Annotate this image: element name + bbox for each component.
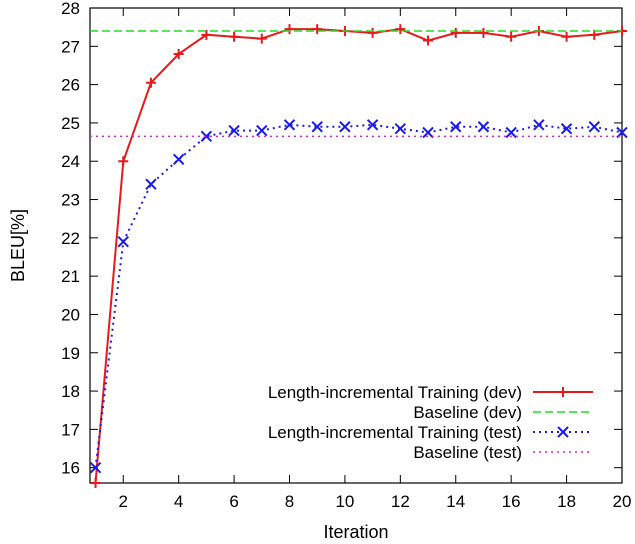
y-tick-label: 28 [61,0,80,18]
data-point-marker [117,235,129,248]
x-tick-label: 2 [119,492,128,511]
y-tick-label: 19 [61,344,80,363]
y-tick-label: 27 [61,37,80,56]
y-tick-label: 17 [61,420,80,439]
x-tick-label: 10 [335,492,354,511]
legend-label: Baseline (dev) [413,403,522,422]
y-tick-label: 16 [61,459,80,478]
data-point-marker [173,48,184,59]
legend-label: Length-incremental Training (test) [268,423,522,442]
legend: Length-incremental Training (dev)Baselin… [268,383,593,462]
data-point-marker [533,119,545,131]
data-point-marker [90,478,101,488]
data-point-marker [367,27,378,38]
data-point-marker [311,121,323,133]
y-tick-label: 20 [61,305,80,324]
data-point-marker [201,29,212,40]
y-tick-label: 25 [61,114,80,133]
data-point-marker [505,126,517,139]
data-point-marker [284,24,295,35]
data-point-marker [256,33,267,44]
x-tick-label: 6 [229,492,238,511]
data-point-marker [395,24,406,35]
data-point-marker [478,27,489,38]
data-point-marker [228,124,240,137]
x-axis-title: Iteration [323,522,388,542]
data-point-marker [200,130,213,143]
data-point-marker [450,27,461,38]
series-layer [89,24,628,488]
x-tick-label: 4 [174,492,183,511]
series-line [94,123,623,468]
data-point-marker [89,461,102,474]
data-point-marker [312,24,323,35]
data-point-marker [423,35,434,46]
data-point-marker [588,121,600,133]
data-point-marker [477,121,490,133]
data-point-marker [145,178,157,190]
legend-label: Baseline (test) [413,443,522,462]
x-tick-label: 8 [285,492,294,511]
series-line [94,28,623,484]
y-tick-label: 22 [61,229,80,248]
data-point-marker [394,122,407,135]
x-tick-label: 14 [446,492,465,511]
y-tick-label: 23 [61,191,80,210]
y-axis-title: BLEU[%] [8,209,28,282]
data-point-marker [172,153,185,166]
data-point-marker [256,124,268,137]
data-point-marker [229,31,240,42]
data-point-marker [506,31,517,42]
plot-frame [89,7,623,484]
x-tick-label: 12 [391,492,410,511]
data-point-marker [422,126,434,139]
data-point-marker [145,77,156,88]
series-length-incremental-training-test [89,119,628,474]
x-tick-label: 18 [557,492,576,511]
data-point-marker [118,156,129,167]
legend-marker [557,426,569,438]
data-point-marker [560,122,573,135]
data-point-marker [450,121,462,133]
legend-marker [558,387,568,397]
legend-label: Length-incremental Training (dev) [268,383,522,402]
x-tick-label: 16 [502,492,521,511]
y-tick-label: 24 [61,152,80,171]
data-point-marker [283,119,296,131]
y-tick-label: 18 [61,382,80,401]
series-length-incremental-training-dev [90,24,627,488]
y-tick-label: 21 [61,267,80,286]
data-point-marker [339,121,351,133]
x-tick-label: 20 [613,492,632,511]
y-tick-label: 26 [61,76,80,95]
data-point-marker [561,31,572,42]
data-point-marker [366,119,379,131]
